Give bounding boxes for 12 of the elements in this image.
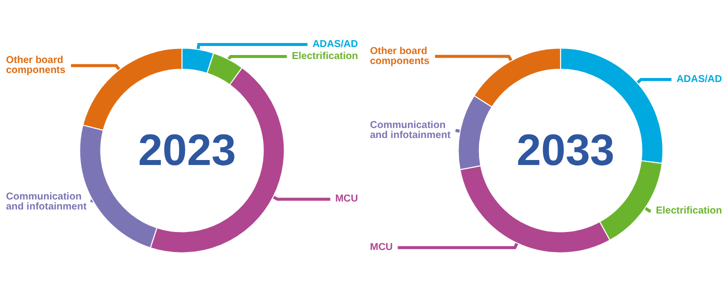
slice-label: Electrification [292,50,358,62]
slice-label: MCU [335,194,358,205]
slice-label: Electrification [656,205,722,216]
slice-label: Communication and infotainment [6,192,88,213]
slice-label: Communication and infotainment [370,120,452,141]
slice-label: Other board components [6,55,66,76]
slice-label: MCU [370,242,393,254]
slice-label: ADAS/AD [312,38,358,50]
slice-label: ADAS/AD [676,74,722,86]
text: 2023 [138,126,236,175]
text: 2033 [516,126,615,175]
slice-label: Other board components [370,46,430,67]
